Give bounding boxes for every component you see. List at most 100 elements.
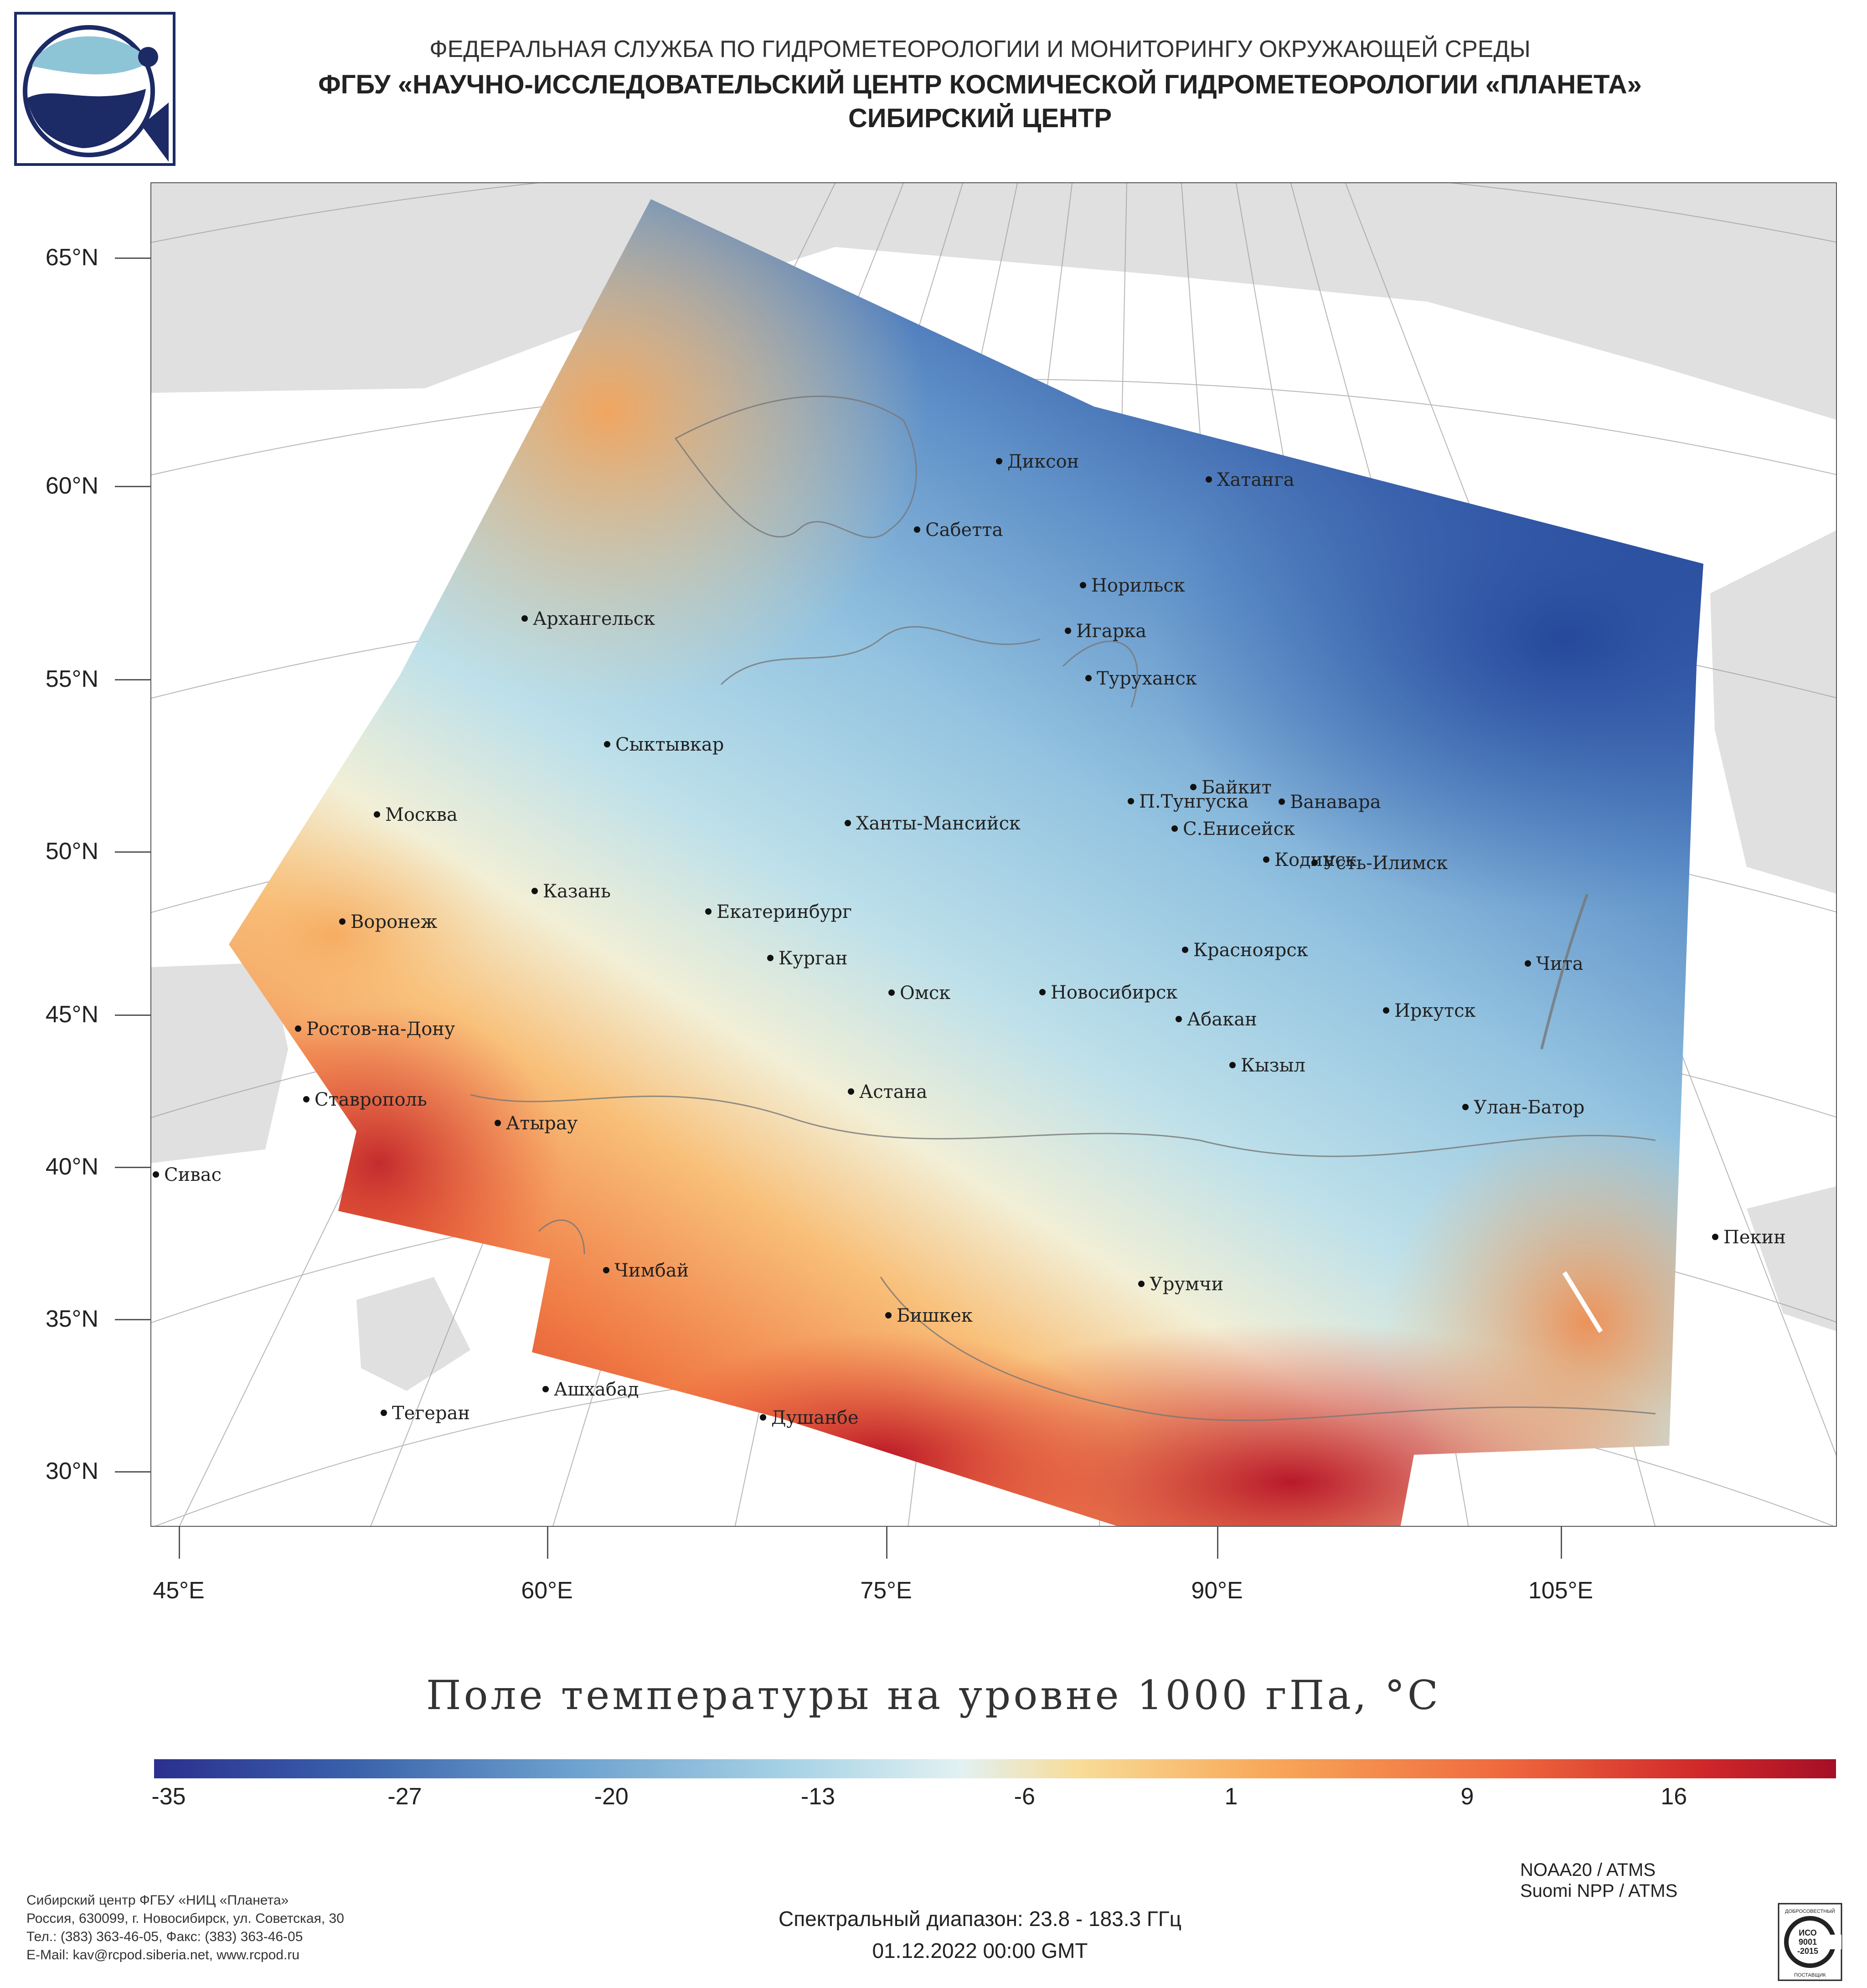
city-label: Чимбай — [614, 1260, 689, 1281]
city-marker: Москва — [374, 804, 458, 825]
city-dot — [521, 615, 528, 622]
city-label: Новосибирск — [1051, 982, 1177, 1003]
city-dot — [1128, 798, 1134, 804]
city-dot — [303, 1096, 309, 1102]
satellite-source: Suomi NPP / ATMS — [1520, 1881, 1678, 1901]
city-label: Улан-Батор — [1474, 1097, 1584, 1118]
colorbar-tick-label: 1 — [1224, 1783, 1238, 1810]
city-marker: Туруханск — [1085, 668, 1197, 689]
colorbar-tick-label: 16 — [1661, 1783, 1687, 1810]
city-marker: Курган — [767, 948, 848, 969]
lon-tick — [547, 1527, 548, 1559]
lon-tick — [1561, 1527, 1562, 1559]
city-label: Бишкек — [897, 1305, 973, 1326]
city-label: Пекин — [1723, 1227, 1786, 1248]
colorbar-tick-label: 9 — [1460, 1783, 1474, 1810]
colorbar — [154, 1759, 1836, 1778]
city-dot — [604, 741, 610, 747]
city-dot — [888, 989, 895, 996]
city-dot — [1229, 1062, 1236, 1068]
city-label: Ханты-Мансийск — [856, 813, 1021, 834]
city-marker: Чита — [1525, 953, 1583, 974]
lat-label-45: 45°N — [45, 1001, 98, 1028]
city-marker: Хатанга — [1206, 469, 1295, 490]
city-marker: Омск — [888, 983, 950, 1004]
city-dot — [603, 1267, 609, 1273]
city-marker: Воронеж — [339, 912, 437, 932]
city-label: Усть-Илимск — [1323, 853, 1448, 874]
city-dot — [1176, 1016, 1182, 1022]
lat-label-50: 50°N — [45, 838, 98, 865]
city-label: Чита — [1536, 953, 1583, 974]
contact-line: E-Mail: kav@rcpod.siberia.net, www.rcpod… — [26, 1947, 300, 1962]
data-info: Спектральный диапазон: 23.8 - 183.3 ГГц … — [638, 1903, 1322, 1967]
lat-label-55: 55°N — [45, 666, 98, 692]
lat-tick — [115, 1167, 150, 1168]
city-dot — [1085, 675, 1092, 681]
city-marker: Ханты-Мансийск — [845, 813, 1021, 834]
lat-label-30: 30°N — [45, 1458, 98, 1484]
lat-label-60: 60°N — [45, 473, 98, 499]
city-marker: С.Енисейск — [1171, 819, 1295, 839]
city-dot — [1263, 856, 1269, 863]
city-dot — [760, 1414, 766, 1421]
city-marker: Ванавара — [1279, 792, 1381, 813]
city-marker: Байкит — [1190, 777, 1272, 798]
city-label: Сивас — [164, 1164, 222, 1185]
city-label: Туруханск — [1097, 668, 1197, 689]
city-label: Ставрополь — [315, 1089, 427, 1110]
city-label: Астана — [859, 1082, 927, 1102]
iso-badge-text: ПОСТАВЩИК — [1794, 1973, 1826, 1978]
city-label: Сабетта — [925, 520, 1003, 541]
iso-badge-text: ДОБРОСОВЕСТНЫЙ — [1785, 1908, 1835, 1914]
lon-label-45: 45°E — [153, 1577, 205, 1604]
city-label: П.Тунгуска — [1139, 791, 1248, 812]
city-label: Атырау — [506, 1113, 578, 1134]
colorbar-tick-label: -20 — [594, 1783, 629, 1810]
lat-label-65: 65°N — [45, 244, 98, 271]
iso-badge-text: ИСО — [1799, 1928, 1817, 1937]
spectral-range: Спектральный диапазон: 23.8 - 183.3 ГГц — [778, 1907, 1182, 1931]
city-dot — [1383, 1007, 1389, 1014]
city-marker: Игарка — [1065, 621, 1146, 642]
city-marker: Ростов-на-Дону — [295, 1019, 455, 1040]
city-marker: Атырау — [495, 1113, 578, 1134]
city-label: Игарка — [1076, 621, 1146, 642]
contact-info: Сибирский центр ФГБУ «НИЦ «Планета» Росс… — [26, 1891, 344, 1964]
center-name: ФГБУ «НАУЧНО-ИССЛЕДОВАТЕЛЬСКИЙ ЦЕНТР КОС… — [318, 70, 1642, 99]
city-dot — [1039, 989, 1046, 995]
colorbar-tick-label: -6 — [1014, 1783, 1035, 1810]
city-marker: Астана — [848, 1082, 927, 1102]
lat-tick — [115, 1471, 150, 1473]
city-label: Абакан — [1187, 1009, 1257, 1030]
city-dot — [1138, 1281, 1145, 1287]
contact-line: Россия, 630099, г. Новосибирск, ул. Сове… — [26, 1911, 344, 1926]
city-label: Ванавара — [1290, 792, 1381, 813]
city-label: Красноярск — [1193, 940, 1308, 961]
map-title: Поле температуры на уровне 1000 гПа, °C — [426, 1672, 1441, 1719]
city-label: Ростов-на-Дону — [306, 1019, 455, 1040]
lat-tick — [115, 679, 150, 680]
city-dot — [1190, 784, 1197, 790]
city-label: Курган — [779, 948, 848, 969]
lat-tick — [115, 486, 150, 487]
city-marker: Казань — [531, 881, 611, 902]
city-label: Диксон — [1007, 451, 1079, 472]
city-marker: Новосибирск — [1039, 982, 1177, 1003]
city-dot — [845, 820, 851, 826]
map-canvas: Диксон Хатанга Сабетта Норильск Архангельск И… — [151, 183, 1836, 1526]
center-branch: СИБИРСКИЙ ЦЕНТР — [848, 103, 1112, 133]
city-label: Кызыл — [1241, 1055, 1305, 1076]
city-dot — [153, 1171, 159, 1178]
city-dot — [495, 1120, 501, 1126]
city-label: Ашхабад — [554, 1379, 639, 1400]
colorbar-tick-label: -27 — [387, 1783, 422, 1810]
lat-tick — [115, 851, 150, 853]
city-dot — [1311, 860, 1318, 866]
city-label: Байкит — [1202, 777, 1272, 798]
iso-badge-text: -2015 — [1797, 1947, 1818, 1956]
city-dot — [996, 458, 1002, 464]
city-marker: Архангельск — [521, 608, 655, 629]
iso-badge: ДОБРОСОВЕСТНЫЙ ИСО 9001 -2015 ПОСТАВЩИК — [1778, 1903, 1842, 1981]
observation-datetime: 01.12.2022 00:00 GMT — [872, 1939, 1088, 1962]
